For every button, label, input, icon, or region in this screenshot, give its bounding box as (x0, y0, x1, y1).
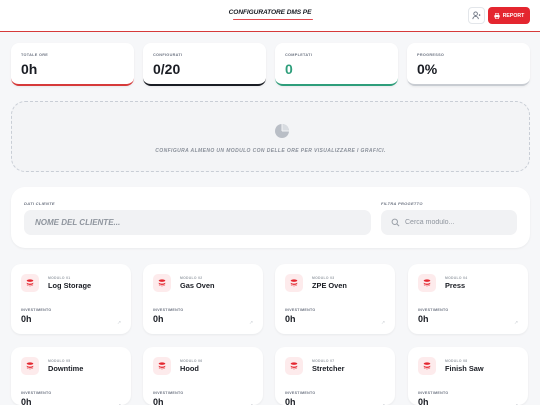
database-icon (26, 279, 34, 287)
investment-value: 0h (418, 314, 429, 324)
investment-value: 0h (153, 397, 164, 405)
module-card[interactable]: MODULO 04 Press INVESTIMENTO 0h ↗ (408, 264, 528, 334)
module-card[interactable]: MODULO 01 Log Storage INVESTIMENTO 0h ↗ (11, 264, 131, 334)
printer-icon (493, 12, 500, 19)
module-name: Hood (180, 364, 199, 373)
investment-value: 0h (418, 397, 429, 405)
filters-panel: DATI CLIENTE FILTRA PROGETTO (11, 187, 530, 248)
module-name: Press (445, 281, 466, 290)
stat-value: 0% (417, 61, 438, 77)
investment-label: INVESTIMENTO (21, 308, 52, 312)
module-name: Downtime (48, 364, 84, 373)
page-title: CONFIGURATORE DMS PE (228, 9, 312, 16)
stat-value: 0/20 (153, 61, 181, 77)
arrow-icon: ↗ (381, 403, 385, 405)
module-icon-wrap (153, 274, 171, 292)
arrow-icon: ↗ (249, 403, 253, 405)
database-icon (423, 279, 431, 287)
module-icon-wrap (418, 274, 436, 292)
stat-value: 0 (285, 61, 293, 77)
module-card[interactable]: MODULO 02 Gas Oven INVESTIMENTO 0h ↗ (143, 264, 263, 334)
search-input[interactable] (405, 210, 513, 235)
app-header: CONFIGURATORE DMS PE REPORT (0, 0, 540, 32)
stat-card-completed: COMPLETATI 0 (275, 43, 398, 86)
module-icon-wrap (21, 274, 39, 292)
stat-card-progress: PROGRESSO 0% (407, 43, 530, 86)
module-number: MODULO 02 (180, 276, 203, 280)
module-number: MODULO 04 (445, 276, 468, 280)
arrow-icon: ↗ (117, 403, 121, 405)
module-name: Gas Oven (180, 281, 215, 290)
module-number: MODULO 01 (48, 276, 71, 280)
client-name-input[interactable] (24, 210, 371, 235)
investment-label: INVESTIMENTO (153, 391, 184, 395)
project-filter-label: FILTRA PROGETTO (381, 201, 423, 206)
charts-placeholder: CONFIGURA ALMENO UN MODULO CON DELLE ORE… (11, 101, 530, 172)
module-icon-wrap (285, 357, 303, 375)
report-label: REPORT (502, 12, 525, 19)
investment-value: 0h (21, 397, 32, 405)
user-icon (472, 11, 481, 20)
database-icon (423, 362, 431, 370)
investment-label: INVESTIMENTO (285, 391, 316, 395)
arrow-icon: ↗ (514, 320, 519, 326)
search-field[interactable] (381, 210, 517, 235)
module-name: Log Storage (48, 281, 92, 290)
stat-value: 0h (21, 61, 38, 77)
database-icon (290, 279, 298, 287)
arrow-icon: ↗ (514, 403, 518, 405)
module-number: MODULO 08 (445, 359, 468, 363)
search-icon (391, 218, 400, 227)
module-name: Stretcher (312, 364, 345, 373)
stat-label: COMPLETATI (285, 53, 313, 57)
module-number: MODULO 07 (312, 359, 335, 363)
stat-label: PROGRESSO (417, 53, 445, 57)
module-icon-wrap (21, 357, 39, 375)
module-icon-wrap (153, 357, 171, 375)
stat-card-total-hours: TOTALE ORE 0h (11, 43, 134, 86)
module-number: MODULO 03 (312, 276, 335, 280)
investment-label: INVESTIMENTO (285, 308, 316, 312)
investment-value: 0h (285, 397, 296, 405)
investment-value: 0h (21, 314, 32, 324)
module-number: MODULO 06 (180, 359, 203, 363)
arrow-icon: ↗ (381, 320, 386, 326)
investment-label: INVESTIMENTO (418, 391, 449, 395)
investment-label: INVESTIMENTO (21, 391, 52, 395)
user-button[interactable] (468, 7, 485, 24)
database-icon (158, 362, 166, 370)
arrow-icon: ↗ (117, 320, 122, 326)
module-name: ZPE Oven (312, 281, 347, 290)
investment-value: 0h (285, 314, 296, 324)
module-icon-wrap (285, 274, 303, 292)
module-card[interactable]: MODULO 03 ZPE Oven INVESTIMENTO 0h ↗ (275, 264, 395, 334)
database-icon (26, 362, 34, 370)
database-icon (290, 362, 298, 370)
arrow-icon: ↗ (249, 320, 254, 326)
title-underline (233, 19, 313, 21)
client-label: DATI CLIENTE (24, 201, 55, 206)
module-icon-wrap (418, 357, 436, 375)
database-icon (158, 279, 166, 287)
stat-card-configured: CONFIGURATI 0/20 (143, 43, 266, 86)
module-number: MODULO 05 (48, 359, 71, 363)
investment-value: 0h (153, 314, 164, 324)
stat-label: CONFIGURATI (153, 53, 183, 57)
report-button[interactable]: REPORT (488, 7, 530, 24)
pie-chart-icon (275, 124, 289, 138)
investment-label: INVESTIMENTO (418, 308, 449, 312)
module-name: Finish Saw (445, 364, 484, 373)
investment-label: INVESTIMENTO (153, 308, 184, 312)
stat-label: TOTALE ORE (21, 53, 49, 57)
charts-placeholder-text: CONFIGURA ALMENO UN MODULO CON DELLE ORE… (155, 148, 386, 154)
